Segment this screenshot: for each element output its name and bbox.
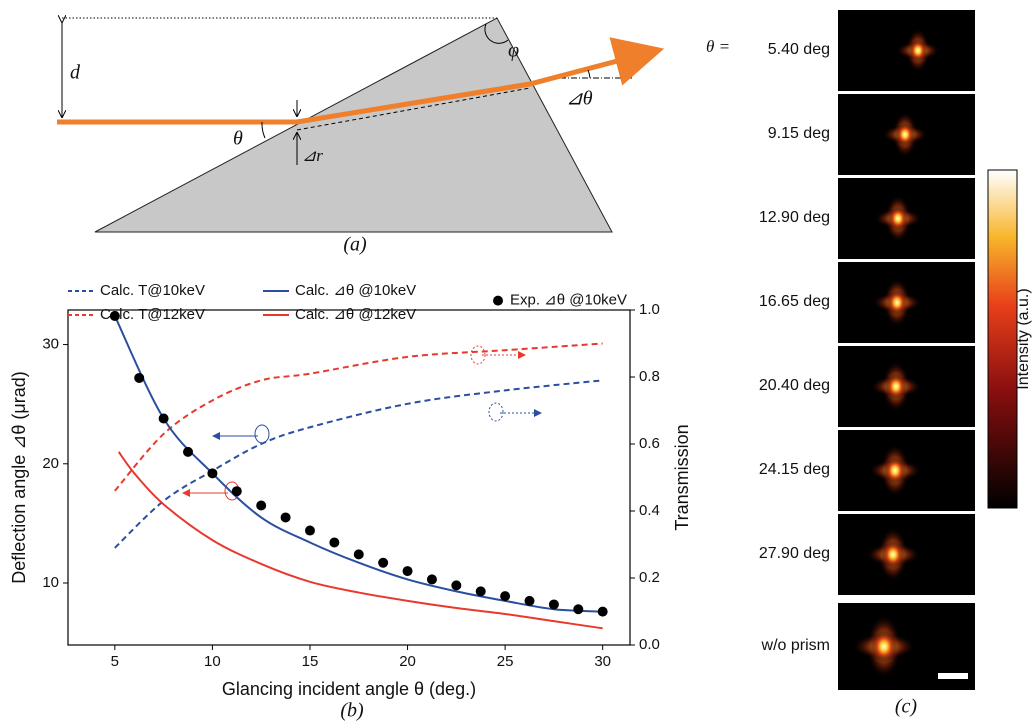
data-point xyxy=(353,549,364,560)
data-point xyxy=(256,500,267,511)
data-point xyxy=(475,586,486,597)
panel-c: θ = Intensity (a.u.) (c) 5.40 deg 9.15 de… xyxy=(706,10,1032,718)
y-tick-label: 30 xyxy=(42,336,59,353)
beam-spot xyxy=(895,123,915,146)
label-dtheta: ⊿θ xyxy=(566,88,593,110)
data-point xyxy=(207,468,218,479)
x-tick-label: 10 xyxy=(204,653,221,670)
angle-label: 16.65 deg xyxy=(759,293,830,310)
y2-tick-label: 0.6 xyxy=(639,435,660,452)
dtheta-arc xyxy=(587,69,591,79)
legend-label: Calc. ⊿θ @12keV xyxy=(295,306,416,323)
data-line xyxy=(114,379,603,549)
y2-tick-label: 0.2 xyxy=(639,569,660,586)
label-dr: ⊿r xyxy=(302,146,323,165)
prism xyxy=(94,17,613,233)
data-point xyxy=(183,446,194,457)
x-tick-label: 25 xyxy=(497,653,514,670)
label-theta: θ xyxy=(233,128,243,150)
data-point xyxy=(573,604,584,615)
scale-bar xyxy=(938,673,968,679)
legend-label: Exp. ⊿θ @10keV xyxy=(510,292,627,309)
data-point xyxy=(500,591,511,602)
y2-tick-label: 0.0 xyxy=(639,636,660,653)
y-axis-label: Deflection angle ⊿θ (μrad) xyxy=(9,371,29,584)
angle-label: 27.90 deg xyxy=(759,545,830,562)
angle-label: 24.15 deg xyxy=(759,461,830,478)
x-tick-label: 15 xyxy=(302,653,319,670)
y-tick-label: 20 xyxy=(42,455,59,472)
data-point xyxy=(524,595,535,606)
y2-axis-label: Transmission xyxy=(672,424,692,530)
angle-label: 5.40 deg xyxy=(768,41,830,58)
ref-line xyxy=(296,87,531,131)
x-axis-label: Glancing incident angle θ (deg.) xyxy=(222,679,476,699)
angle-label: 9.15 deg xyxy=(768,125,830,142)
beam-spot xyxy=(909,39,927,62)
data-line xyxy=(114,342,603,492)
caption-b: (b) xyxy=(340,700,364,722)
angle-label: 20.40 deg xyxy=(759,377,830,394)
curve-marker xyxy=(488,402,504,422)
beam-spot xyxy=(886,290,908,315)
beam-spot xyxy=(885,373,907,400)
data-line xyxy=(117,451,603,630)
beam-spot xyxy=(870,630,898,663)
data-point xyxy=(158,413,169,424)
colorbar-label: Intensity (a.u.) xyxy=(1015,288,1032,389)
legend-marker xyxy=(493,295,503,306)
data-point xyxy=(329,537,340,548)
legend-label: Calc. T@10keV xyxy=(100,282,205,299)
curve-marker xyxy=(254,424,270,444)
x-tick-label: 30 xyxy=(594,653,611,670)
beam-spot xyxy=(884,457,906,484)
panel-a: d φ θ ⊿r ⊿θ (a) xyxy=(57,17,665,256)
data-point xyxy=(402,566,413,577)
data-point xyxy=(426,574,437,585)
plot-frame xyxy=(67,309,631,646)
chart-annotations xyxy=(182,345,542,501)
data-point xyxy=(280,512,291,523)
theta-label: θ = xyxy=(706,37,730,56)
data-line xyxy=(113,315,603,613)
label-d: d xyxy=(70,62,81,84)
data-point xyxy=(451,580,462,591)
phi-arc xyxy=(484,23,509,44)
data-point xyxy=(134,372,145,383)
label-phi: φ xyxy=(508,40,519,62)
x-tick-label: 20 xyxy=(399,653,416,670)
beam-spot xyxy=(881,540,905,569)
y2-tick-label: 1.0 xyxy=(639,301,660,318)
data-point xyxy=(109,310,120,321)
y2-tick-label: 0.8 xyxy=(639,368,660,385)
colorbar xyxy=(987,169,1018,509)
data-point xyxy=(597,606,608,617)
beam-spot xyxy=(888,206,908,231)
x-tick-label: 5 xyxy=(111,653,119,670)
data-point xyxy=(548,599,559,610)
reference-label: w/o prism xyxy=(761,637,830,654)
data-point xyxy=(304,525,315,536)
beam xyxy=(57,37,665,125)
angle-label: 12.90 deg xyxy=(759,209,830,226)
legend-label: Calc. T@12keV xyxy=(100,306,205,323)
data-point xyxy=(378,557,389,568)
caption-a: (a) xyxy=(343,234,367,256)
y-tick-label: 10 xyxy=(42,574,59,591)
theta-arc xyxy=(261,121,266,139)
data-point xyxy=(231,486,242,497)
legend-label: Calc. ⊿θ @10keV xyxy=(295,282,416,299)
curve-marker xyxy=(470,345,486,365)
caption-c: (c) xyxy=(895,696,918,718)
y2-tick-label: 0.4 xyxy=(639,502,660,519)
